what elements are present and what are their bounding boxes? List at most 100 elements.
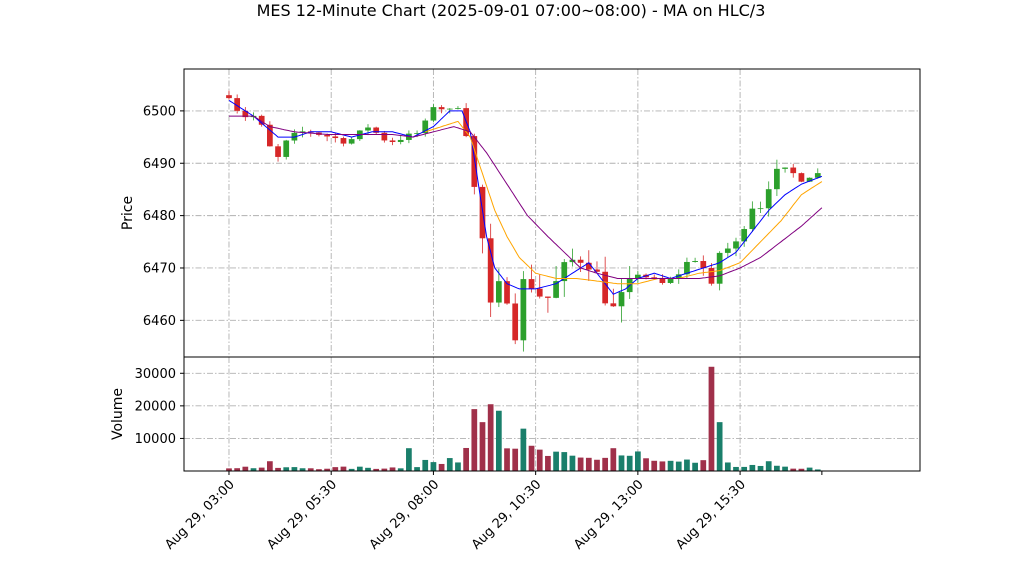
volume-bar <box>635 451 641 471</box>
volume-bar <box>569 455 576 471</box>
volume-bar <box>618 455 625 471</box>
volume-bar <box>389 467 396 471</box>
candle-body <box>414 133 420 134</box>
x-axis: Aug 29, 03:00 Aug 29, 05:30 Aug 29, 08:00 A… <box>162 471 823 553</box>
ma-slow-line <box>229 115 823 279</box>
candle-body <box>569 259 576 263</box>
volume-bar <box>798 468 805 471</box>
candle-body <box>733 241 739 249</box>
volume-bar <box>651 460 658 471</box>
candle-body <box>512 303 519 341</box>
candle-body <box>684 261 690 275</box>
volume-bar <box>528 445 535 471</box>
volume-bar <box>561 452 568 471</box>
volume-bar <box>643 458 649 471</box>
candle-body <box>381 132 388 141</box>
volume-bar <box>348 468 355 471</box>
volume-y-tick-label: 30000 <box>135 367 176 382</box>
volume-bar <box>504 448 510 471</box>
candle-body <box>618 292 625 307</box>
candle-body <box>365 127 371 131</box>
candle-body <box>708 268 715 284</box>
candle-body <box>635 274 641 279</box>
price-panel-frame <box>183 68 921 358</box>
volume-bar <box>267 461 273 471</box>
volume-bar <box>814 469 821 471</box>
candle-body <box>806 177 813 182</box>
candle-body <box>520 279 527 341</box>
volume-bar <box>602 457 609 471</box>
candle-body <box>258 115 265 125</box>
volume-bar <box>365 467 371 471</box>
candle-body <box>790 167 797 174</box>
volume-bar <box>692 462 698 471</box>
volume-bar <box>397 468 404 471</box>
volume-bar <box>479 422 486 471</box>
candle-body <box>397 139 404 142</box>
volume-bar <box>585 457 592 471</box>
candle-body <box>774 168 780 190</box>
price-axis-label: Price <box>120 196 136 230</box>
volume-y-tick-label: 10000 <box>135 432 176 447</box>
volume-bar <box>332 467 339 471</box>
volume-bar <box>610 448 617 471</box>
price-y-tick-label: 6460 <box>143 314 176 329</box>
volume-bar <box>782 466 788 471</box>
candle-body <box>242 110 249 118</box>
volume-bar <box>577 457 584 471</box>
candle-body <box>700 261 707 269</box>
candle-body <box>348 139 355 144</box>
volume-bar <box>594 459 600 471</box>
volume-y-tick-label: 20000 <box>135 399 176 414</box>
volume-bar <box>659 461 666 471</box>
volume-bar <box>455 462 461 471</box>
volume-bar <box>406 448 412 471</box>
volume-bar <box>536 449 543 471</box>
chart-title: MES 12-Minute Chart (2025-09-01 07:00~08… <box>257 1 766 20</box>
volume-bar <box>512 448 519 471</box>
volume-bar <box>373 468 380 471</box>
x-tick-label: Aug 29, 13:00 <box>571 477 647 553</box>
price-y-tick-label: 6500 <box>143 104 176 119</box>
volume-bar <box>545 455 551 471</box>
volume-bar <box>422 459 429 471</box>
volume-bar <box>716 422 723 471</box>
candle-body <box>716 252 723 284</box>
volume-bar <box>275 467 281 471</box>
volume-panel-frame <box>183 356 921 472</box>
candle-body <box>749 208 756 230</box>
x-tick-label: Aug 29, 03:00 <box>162 477 238 553</box>
candle-body <box>675 274 682 279</box>
volume-bar <box>242 466 249 471</box>
price-y-ticks: 6460 6470 6480 6490 6500 <box>143 104 184 329</box>
volume-bar <box>250 468 257 471</box>
candle-body <box>659 277 666 283</box>
volume-bar <box>553 451 559 471</box>
volume-bar <box>675 461 682 471</box>
candle-body <box>430 107 437 121</box>
price-candles <box>226 90 821 352</box>
candle-body <box>504 281 510 304</box>
price-panel: 6460 6470 6480 6490 6500 Price <box>120 68 921 358</box>
candle-body <box>422 120 429 134</box>
x-tick-label: Aug 29, 05:30 <box>265 477 341 553</box>
volume-bar <box>324 468 330 471</box>
candle-body <box>577 259 584 263</box>
x-tick-label: Aug 29, 10:30 <box>469 477 545 553</box>
candle-body <box>283 140 290 157</box>
volume-bar <box>487 404 494 471</box>
volume-bar <box>381 468 388 471</box>
candle-body <box>332 136 339 139</box>
volume-bar <box>340 466 347 471</box>
volume-bar <box>790 468 797 471</box>
candle-body <box>487 238 494 303</box>
volume-panel: 10000 20000 30000 Volume <box>110 356 921 472</box>
candle-body <box>757 208 764 210</box>
volume-bar <box>471 409 478 471</box>
volume-bar <box>356 466 363 471</box>
volume-grid <box>184 357 920 471</box>
volume-bar <box>806 467 813 471</box>
price-y-tick-label: 6470 <box>143 261 176 276</box>
candle-body <box>438 107 445 110</box>
